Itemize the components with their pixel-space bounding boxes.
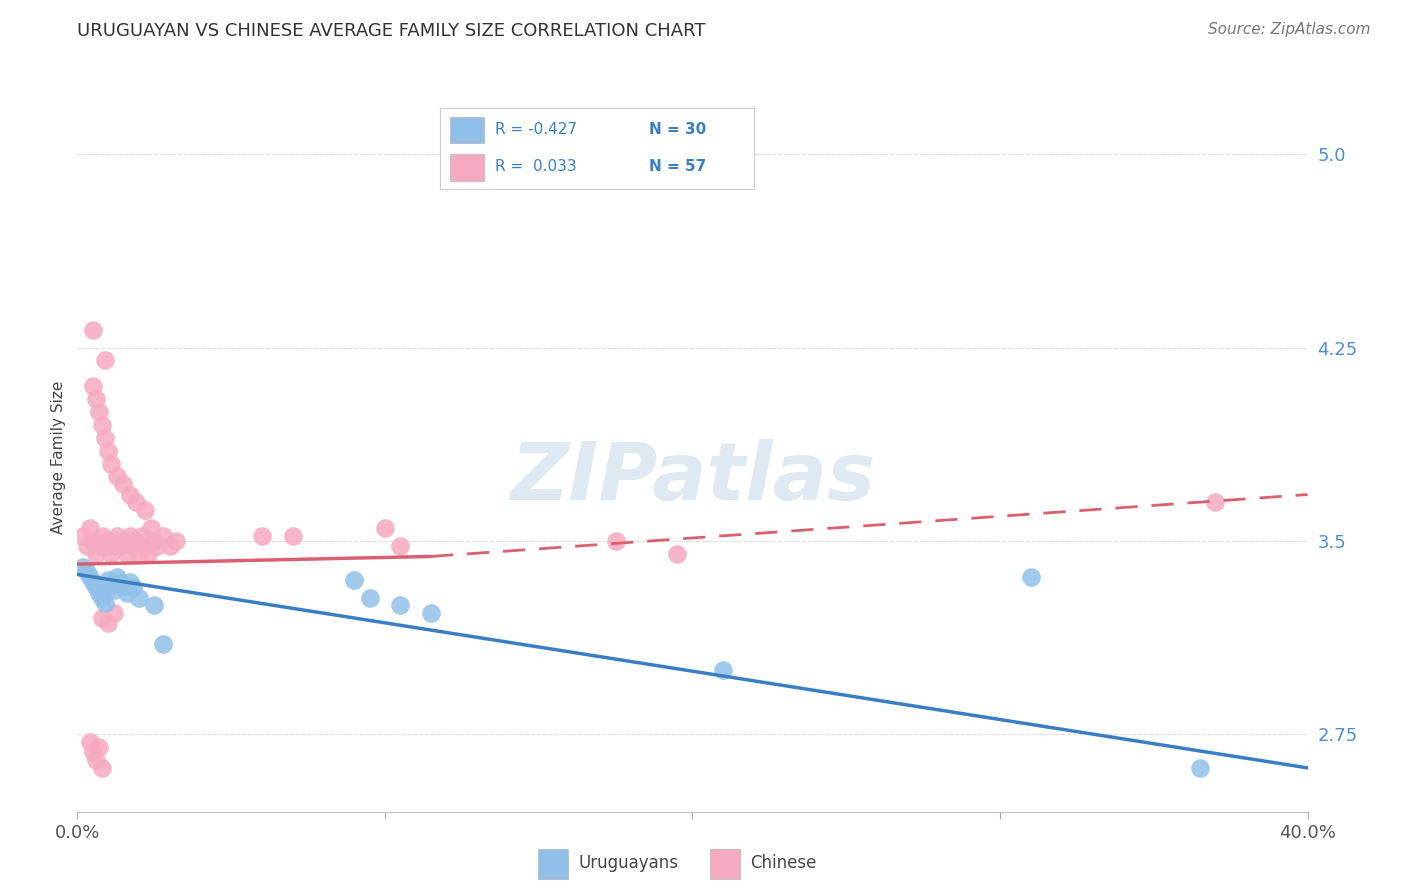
Point [84, 580, 107, 594]
Point [128, 591, 150, 605]
Point [121, 539, 143, 553]
Point [343, 573, 366, 587]
Point [121, 580, 143, 594]
Point [87, 539, 110, 553]
Point [115, 547, 138, 561]
Point [94, 596, 117, 610]
Point [100, 547, 122, 561]
Point [359, 591, 381, 605]
Point [76, 565, 98, 579]
Point [605, 533, 627, 548]
Point [125, 495, 148, 509]
FancyBboxPatch shape [537, 849, 568, 879]
Point [250, 529, 273, 543]
Point [105, 469, 128, 483]
Point [420, 606, 443, 620]
Point [105, 529, 128, 543]
Point [146, 539, 169, 553]
Point [141, 521, 163, 535]
Point [90, 761, 114, 775]
Point [97, 616, 120, 631]
Point [389, 599, 412, 613]
Point [143, 533, 166, 548]
Point [79, 735, 101, 749]
Point [118, 487, 141, 501]
Point [82, 322, 104, 336]
Point [125, 533, 148, 548]
Point [152, 637, 174, 651]
Text: ZIPatlas: ZIPatlas [510, 440, 875, 517]
Point [143, 599, 166, 613]
Text: URUGUAYAN VS CHINESE AVERAGE FAMILY SIZE CORRELATION CHART: URUGUAYAN VS CHINESE AVERAGE FAMILY SIZE… [77, 22, 706, 40]
Point [1204, 495, 1226, 509]
Point [389, 539, 412, 553]
Y-axis label: Average Family Size: Average Family Size [51, 381, 66, 533]
Point [90, 611, 114, 625]
Point [1188, 761, 1211, 775]
Point [134, 539, 156, 553]
Point [94, 539, 117, 553]
Point [112, 533, 135, 548]
Point [97, 573, 120, 587]
Point [115, 585, 138, 599]
Point [105, 570, 128, 584]
Point [134, 503, 156, 517]
Point [100, 457, 122, 471]
Point [82, 379, 104, 393]
FancyBboxPatch shape [710, 849, 740, 879]
Point [84, 547, 107, 561]
Point [159, 539, 181, 553]
Point [94, 431, 117, 445]
Point [103, 606, 125, 620]
Point [84, 753, 107, 767]
Point [79, 521, 101, 535]
Point [87, 585, 110, 599]
Point [165, 533, 187, 548]
Point [152, 529, 174, 543]
Point [97, 443, 120, 458]
Point [103, 582, 125, 597]
Point [136, 547, 159, 561]
Point [97, 533, 120, 548]
Point [90, 529, 114, 543]
Point [72, 529, 94, 543]
Point [87, 740, 110, 755]
Point [76, 539, 98, 553]
Point [666, 547, 689, 561]
Point [79, 570, 101, 584]
Point [110, 539, 132, 553]
Point [1019, 570, 1042, 584]
Point [82, 533, 104, 548]
Point [87, 405, 110, 419]
Point [84, 392, 107, 406]
Point [94, 353, 117, 368]
Text: Source: ZipAtlas.com: Source: ZipAtlas.com [1208, 22, 1371, 37]
Point [711, 663, 734, 677]
Point [72, 559, 94, 574]
Point [90, 417, 114, 432]
Point [90, 591, 114, 605]
Point [281, 529, 304, 543]
Point [100, 578, 122, 592]
Point [131, 529, 153, 543]
Point [128, 547, 150, 561]
Point [374, 521, 396, 535]
Point [112, 580, 135, 594]
Point [118, 529, 141, 543]
Text: Chinese: Chinese [751, 854, 817, 872]
Point [118, 575, 141, 590]
Point [82, 575, 104, 590]
Text: Uruguayans: Uruguayans [578, 854, 678, 872]
Point [112, 477, 135, 491]
Point [110, 575, 132, 590]
Point [103, 539, 125, 553]
Point [82, 746, 104, 760]
